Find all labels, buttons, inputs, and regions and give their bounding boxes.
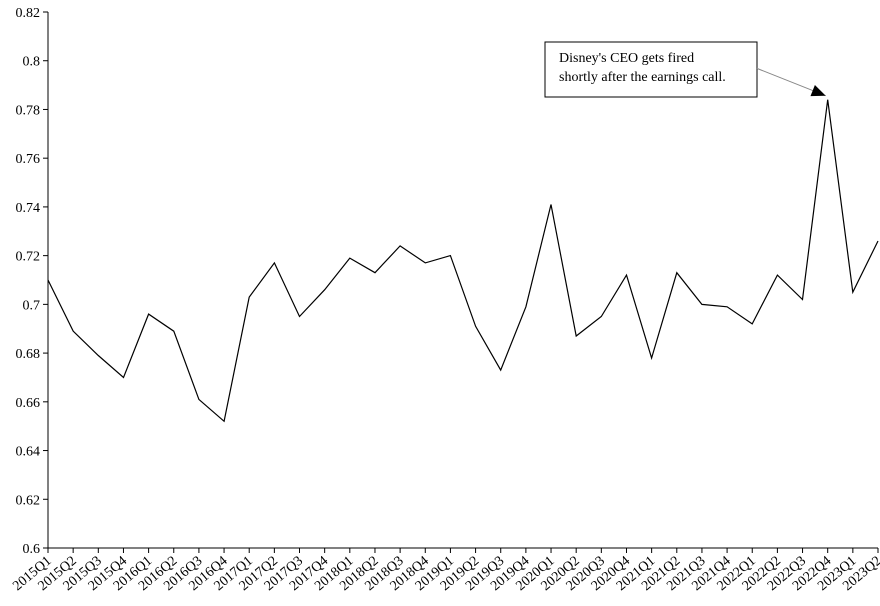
y-tick-label: 0.82 — [16, 6, 41, 21]
series-layer — [47, 98, 880, 423]
data-point — [575, 335, 578, 338]
data-point — [801, 298, 804, 301]
y-axis-ticks: 0.6 0.62 0.64 0.66 0.68 0.7 0.72 0.74 0.76 0.78 0.… — [16, 6, 48, 557]
data-point — [47, 279, 50, 282]
data-point — [172, 330, 175, 333]
data-point — [474, 325, 477, 328]
x-axis-ticks: 2015Q12015Q22015Q32015Q42016Q12016Q22016… — [10, 548, 880, 594]
data-point — [726, 305, 729, 308]
y-tick-label: 0.72 — [16, 250, 41, 265]
data-point — [223, 420, 226, 423]
data-point — [147, 313, 150, 316]
y-tick-label: 0.62 — [16, 493, 41, 508]
y-tick-label: 0.78 — [16, 103, 41, 118]
y-tick-label: 0.6 — [23, 542, 41, 557]
data-point — [197, 398, 200, 401]
data-point — [449, 254, 452, 257]
data-point — [323, 288, 326, 291]
y-tick-label: 0.7 — [23, 298, 41, 313]
annotation-text-line: Disney's CEO gets fired — [559, 51, 694, 66]
y-tick-label: 0.68 — [16, 347, 41, 362]
data-point — [851, 291, 854, 294]
data-point — [348, 257, 351, 260]
data-point — [550, 203, 553, 206]
data-point — [499, 369, 502, 372]
data-point — [122, 376, 125, 379]
data-point — [877, 240, 880, 243]
data-point — [424, 261, 427, 264]
data-point — [373, 271, 376, 274]
annotation-text-line: shortly after the earnings call. — [559, 70, 726, 85]
y-tick-label: 0.66 — [16, 396, 41, 411]
data-point — [776, 274, 779, 277]
annotation-arrowhead — [810, 84, 826, 97]
data-point — [524, 305, 527, 308]
data-point — [650, 356, 653, 359]
data-point — [273, 261, 276, 264]
data-point — [298, 315, 301, 318]
annotation: Disney's CEO gets fired shortly after the… — [544, 41, 826, 98]
y-tick-label: 0.64 — [16, 445, 41, 460]
data-point — [625, 274, 628, 277]
data-point — [751, 322, 754, 325]
data-point — [700, 303, 703, 306]
data-point — [399, 244, 402, 247]
y-tick-label: 0.8 — [23, 55, 41, 70]
data-point — [248, 296, 251, 299]
data-point — [97, 354, 100, 357]
data-point — [675, 271, 678, 274]
y-tick-label: 0.76 — [16, 152, 41, 167]
annotation-box — [544, 41, 758, 98]
y-tick-label: 0.74 — [16, 201, 41, 216]
data-point — [600, 315, 603, 318]
data-point — [72, 330, 75, 333]
series-line — [47, 99, 879, 423]
data-point — [826, 98, 829, 101]
